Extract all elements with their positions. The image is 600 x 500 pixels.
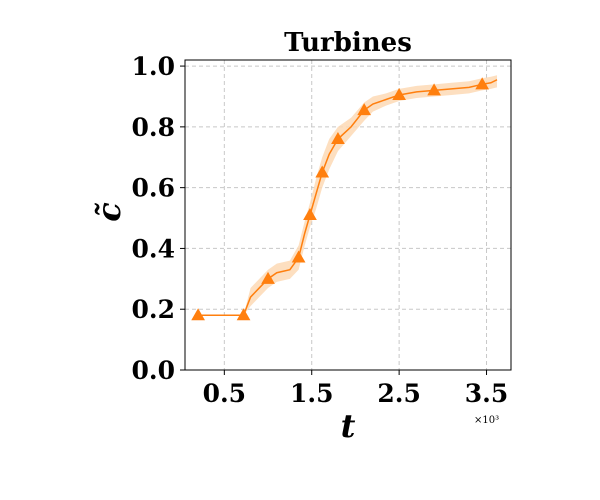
data-point-marker (331, 132, 345, 145)
y-tick-label: 0.6 (132, 174, 176, 203)
data-point-marker (236, 308, 251, 321)
x-axis-multiplier: ×10³ (474, 415, 499, 426)
grid (185, 60, 511, 371)
chart-title: Turbines (284, 28, 412, 58)
confidence-band-layer (198, 75, 498, 316)
plot-frame (184, 59, 512, 371)
data-point-marker (315, 165, 330, 178)
data-point-marker (475, 77, 490, 90)
data-point-marker (191, 308, 205, 321)
series-line (198, 79, 498, 317)
data-point-marker (303, 207, 317, 220)
ticks: 0.5 1.5 2.5 3.5 0.0 0.2 0.4 0.6 0.8 1.0 (132, 52, 509, 408)
x-tick-label: 2.5 (377, 379, 421, 408)
y-tick-label: 0.8 (132, 113, 176, 142)
y-tick-label: 0.2 (132, 295, 176, 324)
data-point-marker (392, 87, 406, 100)
data-point-marker (427, 83, 441, 96)
y-tick-label: 0.0 (132, 356, 176, 385)
x-axis-label: t (341, 407, 356, 445)
data-point-marker (357, 103, 372, 116)
x-tick-label: 0.5 (203, 379, 247, 408)
marker-layer (191, 77, 490, 321)
data-point-marker (261, 271, 275, 284)
y-axis-label: c̃ (90, 202, 128, 221)
confidence-band (198, 75, 498, 316)
series-line-layer (198, 79, 498, 317)
x-tick-label: 3.5 (465, 379, 509, 408)
data-point-marker (291, 250, 306, 263)
y-tick-label: 0.4 (132, 234, 176, 263)
x-tick-label: 1.5 (290, 379, 334, 408)
y-tick-label: 1.0 (132, 52, 176, 81)
